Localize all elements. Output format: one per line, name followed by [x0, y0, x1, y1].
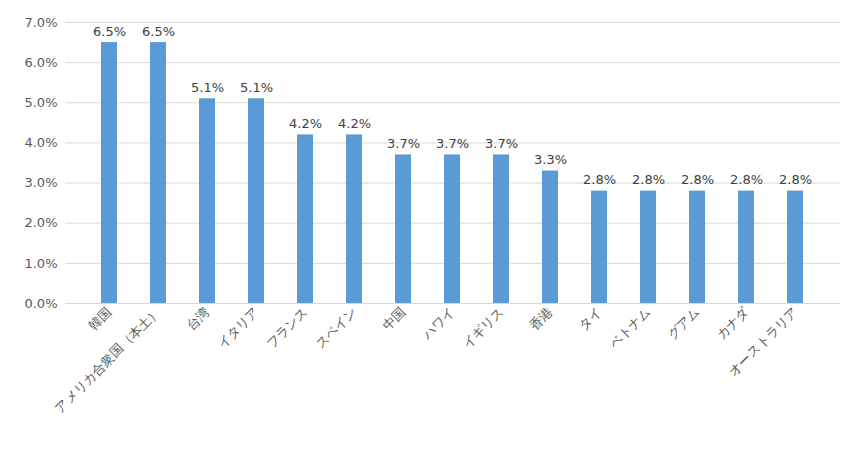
svg-text:タイ: タイ: [576, 304, 605, 333]
svg-text:1.0%: 1.0%: [24, 256, 57, 271]
svg-text:中国: 中国: [380, 304, 409, 333]
svg-text:台湾: 台湾: [184, 304, 213, 333]
svg-text:4.2%: 4.2%: [289, 116, 322, 131]
svg-text:5.1%: 5.1%: [240, 80, 273, 95]
svg-text:2.8%: 2.8%: [583, 172, 616, 187]
svg-text:アメリカ合衆国（本土）: アメリカ合衆国（本土）: [52, 304, 164, 416]
svg-text:4.0%: 4.0%: [24, 135, 57, 150]
svg-text:6.0%: 6.0%: [24, 55, 57, 70]
svg-text:0.0%: 0.0%: [24, 296, 57, 311]
svg-text:3.0%: 3.0%: [24, 175, 57, 190]
svg-text:5.1%: 5.1%: [191, 80, 224, 95]
svg-text:6.5%: 6.5%: [142, 24, 175, 39]
svg-text:4.2%: 4.2%: [338, 116, 371, 131]
svg-text:2.8%: 2.8%: [730, 172, 763, 187]
svg-text:7.0%: 7.0%: [24, 15, 57, 30]
svg-text:カナダ: カナダ: [713, 303, 752, 342]
svg-text:3.7%: 3.7%: [387, 136, 420, 151]
svg-text:ベトナム: ベトナム: [606, 304, 653, 351]
svg-text:2.8%: 2.8%: [779, 172, 812, 187]
svg-text:3.3%: 3.3%: [534, 152, 567, 167]
svg-text:3.7%: 3.7%: [485, 136, 518, 151]
svg-text:2.8%: 2.8%: [632, 172, 665, 187]
svg-text:6.5%: 6.5%: [93, 24, 126, 39]
svg-text:香港: 香港: [527, 304, 556, 333]
svg-text:イギリス: イギリス: [459, 304, 506, 351]
svg-text:グアム: グアム: [664, 304, 702, 342]
svg-text:韓国: 韓国: [86, 304, 115, 333]
svg-text:2.0%: 2.0%: [24, 215, 57, 230]
svg-text:オーストラリア: オーストラリア: [726, 304, 801, 379]
svg-text:イタリア: イタリア: [214, 304, 261, 351]
svg-text:スペイン: スペイン: [312, 304, 359, 351]
svg-text:3.7%: 3.7%: [436, 136, 469, 151]
svg-text:2.8%: 2.8%: [681, 172, 714, 187]
svg-text:5.0%: 5.0%: [24, 95, 57, 110]
svg-text:ハワイ: ハワイ: [419, 304, 458, 343]
svg-text:フランス: フランス: [263, 304, 310, 351]
